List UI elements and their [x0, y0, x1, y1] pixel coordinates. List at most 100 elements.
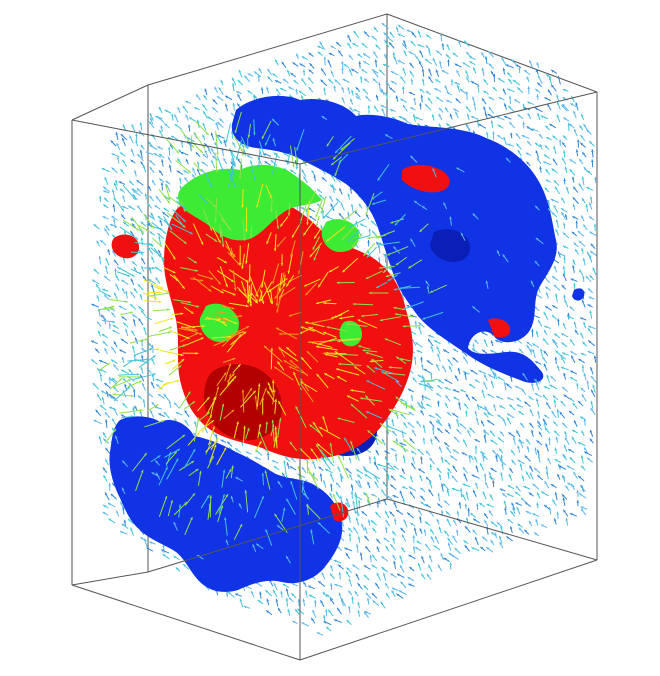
vector-arrowhead — [573, 242, 577, 246]
vector-arrowhead — [389, 87, 393, 90]
vector-arrowhead — [421, 364, 424, 367]
vector-arrowhead — [581, 353, 584, 356]
vector-arrowhead — [421, 395, 425, 398]
vector-arrowhead — [291, 457, 294, 461]
vector-arrowhead — [121, 338, 124, 342]
vector-arrowhead — [533, 484, 536, 487]
vector-arrowhead — [578, 183, 582, 187]
vector-arrowhead — [497, 376, 501, 380]
vector-arrowhead — [385, 93, 388, 96]
vector-arrowhead — [554, 357, 558, 360]
vector-arrowhead — [561, 357, 564, 360]
vector-arrowhead — [112, 330, 116, 333]
vector-arrowhead — [551, 198, 554, 202]
vector-arrowhead — [570, 457, 573, 460]
vector-arrowhead — [158, 394, 161, 397]
vector-arrowhead — [128, 205, 132, 209]
vector-arrowhead — [584, 451, 588, 455]
vector-arrowhead — [464, 504, 468, 507]
vector-arrowhead — [319, 194, 322, 198]
vector-arrowhead — [567, 123, 571, 126]
vector-arrowhead — [534, 532, 538, 536]
vector-arrowhead — [137, 188, 140, 191]
vector-arrowhead — [418, 322, 422, 326]
vector-arrowhead — [91, 303, 95, 307]
vector-arrowhead — [589, 310, 592, 314]
vector-arrowhead — [556, 365, 560, 369]
vector-arrowhead — [444, 500, 447, 504]
vector-arrowhead — [555, 187, 558, 190]
vector-arrowhead — [482, 98, 485, 102]
vector-arrowhead — [364, 31, 367, 35]
vector-arrowhead — [302, 69, 306, 72]
vector-arrowhead — [140, 237, 144, 241]
vector-arrowhead — [583, 418, 587, 422]
vector-arrowhead — [471, 547, 475, 550]
vector-arrowhead — [412, 457, 415, 460]
vector-arrowhead — [569, 159, 573, 162]
vector-arrowhead — [536, 62, 540, 66]
vector-arrowhead — [426, 45, 429, 48]
vector-arrowhead — [427, 382, 430, 386]
vector-arrowhead — [165, 109, 168, 113]
vector-arrowhead — [544, 481, 548, 484]
vector-arrowhead — [340, 202, 344, 206]
vector-arrowhead — [539, 348, 543, 352]
vector-arrowhead — [546, 375, 549, 378]
vector-arrowhead — [463, 467, 466, 470]
vector-arrowhead — [96, 241, 100, 244]
vector-arrowhead — [447, 412, 450, 415]
vector-arrowhead — [417, 30, 421, 34]
vector-arrowhead — [546, 74, 549, 77]
vector-arrowhead — [509, 122, 512, 125]
vector-arrowhead — [552, 315, 555, 318]
vector-arrowhead — [341, 87, 345, 90]
vector-arrowhead — [92, 279, 95, 283]
vector-arrowhead — [113, 325, 116, 328]
vector-arrowhead — [272, 460, 275, 463]
vector-arrowhead — [562, 150, 566, 154]
vector-arrowhead — [264, 161, 268, 164]
vector-arrowhead — [185, 100, 189, 104]
vector-arrowhead — [515, 502, 519, 505]
vector-arrowhead — [585, 204, 589, 207]
vector-arrowhead — [529, 409, 533, 412]
vector-arrowhead — [544, 325, 548, 329]
vector-arrowhead — [290, 73, 294, 76]
vector-arrowhead — [497, 125, 501, 128]
vector-arrowhead — [575, 221, 578, 224]
vector-arrowhead — [463, 540, 467, 544]
vector-arrowhead — [104, 266, 108, 269]
vector-arrowhead — [445, 395, 448, 399]
vector-arrowhead — [338, 50, 341, 54]
vector-arrowhead — [274, 152, 277, 156]
vector-arrowhead — [347, 43, 350, 46]
vector-arrowhead — [562, 352, 565, 355]
vector-arrowhead — [447, 59, 450, 62]
vector-arrowhead — [410, 41, 414, 44]
vector-arrowhead — [487, 412, 491, 416]
vector-arrowhead — [526, 161, 530, 165]
vector-arrowhead — [352, 43, 356, 46]
vector-arrowhead — [446, 123, 450, 127]
vector-arrowhead — [578, 401, 581, 404]
vector-arrowhead — [554, 285, 557, 288]
vector-arrowhead — [572, 437, 575, 440]
vector-arrowhead — [425, 59, 428, 62]
vector-arrowhead — [362, 43, 365, 46]
vector-arrowhead — [589, 430, 593, 433]
vector-arrowhead — [553, 146, 556, 149]
vector-arrowhead — [537, 158, 540, 161]
vector-arrowhead — [591, 159, 594, 163]
vector-arrowhead — [564, 431, 567, 434]
vector-arrowhead — [156, 378, 159, 382]
vector-arrowhead — [583, 224, 586, 228]
vector-arrowhead — [510, 133, 513, 136]
vector-arrowhead — [553, 421, 556, 425]
vector-arrowhead — [490, 367, 493, 371]
vector-arrowhead — [449, 114, 453, 117]
vector-arrowhead — [466, 106, 469, 110]
vector-arrowhead — [141, 258, 144, 261]
vector-arrowhead — [111, 359, 114, 363]
vector-arrowhead — [435, 79, 439, 82]
